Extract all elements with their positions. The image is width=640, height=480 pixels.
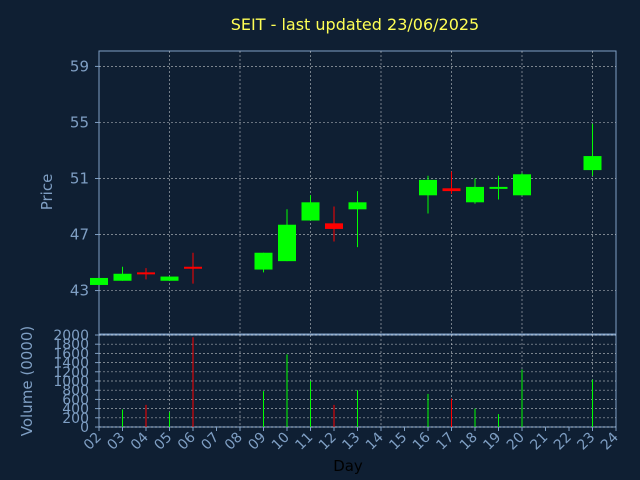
x-tick-label: 04	[128, 429, 152, 453]
candle-body	[254, 252, 273, 270]
candle-body	[513, 174, 531, 196]
price-tick-label: 47	[70, 226, 89, 244]
x-tick-label: 05	[151, 430, 175, 454]
candle-body	[160, 276, 179, 281]
x-tick-label: 22	[551, 430, 575, 454]
volume-tick-label: 400	[62, 402, 89, 418]
volume-tick-label: 0	[80, 420, 89, 436]
x-tick-label: 11	[292, 430, 316, 454]
candle-body	[301, 202, 320, 221]
volume-tick-label: 800	[62, 383, 89, 399]
candle-body	[466, 186, 484, 203]
x-tick-label: 17	[433, 430, 457, 454]
price-tick-label: 55	[70, 113, 89, 131]
x-tick-label: 09	[245, 430, 269, 454]
x-tick-label: 06	[175, 429, 199, 453]
x-tick-label: 23	[574, 430, 598, 454]
x-tick-label: 08	[222, 430, 246, 454]
volume-tick-label: 1200	[53, 365, 89, 381]
candle-body	[184, 266, 202, 269]
x-tick-label: 15	[386, 430, 410, 454]
x-tick-label: 03	[104, 430, 128, 454]
volume-tick-label: 200	[62, 411, 89, 427]
candle-body	[348, 202, 367, 210]
candle-body	[278, 224, 296, 262]
price-tick-label: 51	[70, 169, 89, 187]
x-tick-label: 14	[363, 429, 387, 453]
x-tick-label: 07	[198, 430, 222, 454]
candle-body	[419, 179, 437, 196]
x-tick-label: 20	[504, 430, 528, 454]
x-tick-label: 10	[269, 430, 293, 454]
volume-tick-label: 1400	[53, 356, 89, 372]
x-tick-label: 21	[527, 430, 551, 454]
price-tick-label: 59	[70, 57, 89, 75]
volume-tick-label: 600	[62, 392, 89, 408]
x-tick-label: 18	[457, 430, 481, 454]
price-axis-label: Price	[38, 174, 56, 211]
volume-tick-label: 1800	[53, 337, 89, 353]
candle-body	[325, 223, 343, 229]
candle-body	[442, 188, 461, 192]
volume-tick-label: 1600	[53, 346, 89, 362]
volume-tick-label: 2000	[53, 328, 89, 344]
price-tick-label: 43	[70, 282, 89, 300]
x-tick-label: 13	[339, 430, 363, 454]
candle-body	[90, 277, 108, 285]
x-axis-label: Day	[333, 457, 363, 475]
x-tick-label: 19	[480, 430, 504, 454]
candle-body	[489, 186, 508, 189]
x-tick-label: 12	[316, 430, 340, 454]
candle-body	[113, 273, 132, 281]
chart-title: SEIT - last updated 23/06/2025	[231, 15, 479, 34]
price-panel-frame	[98, 50, 617, 335]
candle-body	[137, 272, 155, 275]
volume-axis-label: Volume (0000)	[18, 326, 36, 436]
volume-tick-label: 1000	[53, 374, 89, 390]
candle-body	[583, 156, 602, 171]
x-tick-label: 24	[598, 429, 622, 453]
x-tick-label: 16	[410, 429, 434, 453]
